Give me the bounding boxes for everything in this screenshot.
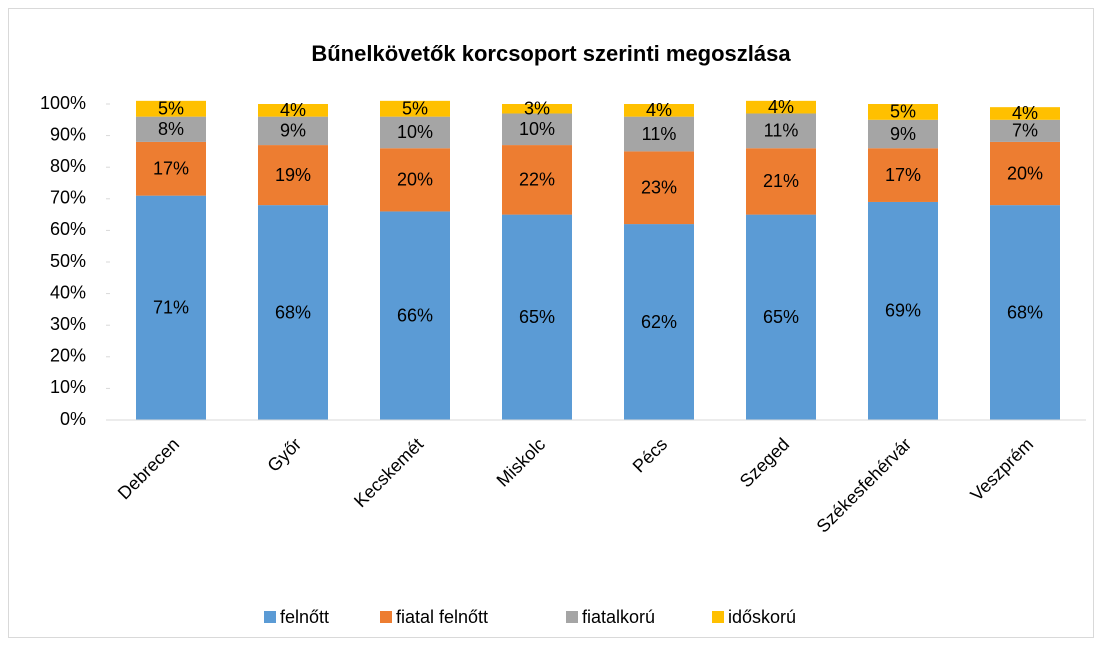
data-label: 4% [280, 100, 306, 120]
data-label: 62% [641, 312, 677, 332]
bar-segment [624, 104, 694, 117]
y-tick-label: 60% [50, 219, 86, 239]
data-label: 11% [764, 121, 799, 141]
bar-segment [380, 211, 450, 420]
bar-segment [868, 148, 938, 202]
data-label: 10% [397, 122, 433, 142]
data-label: 17% [153, 159, 189, 179]
data-label: 17% [885, 165, 921, 185]
data-label: 20% [1007, 163, 1043, 183]
data-label: 5% [890, 102, 916, 122]
data-label: 3% [524, 98, 550, 118]
data-label: 21% [763, 171, 799, 191]
legend-label: felnőtt [280, 607, 329, 627]
bar-segment [502, 145, 572, 215]
data-label: 10% [519, 119, 555, 139]
bar-segment [258, 145, 328, 206]
y-tick-label: 50% [50, 251, 86, 271]
legend-swatch [566, 611, 578, 623]
data-label: 23% [641, 177, 677, 197]
y-tick-label: 90% [50, 124, 86, 144]
legend-swatch [380, 611, 392, 623]
bar-segment [136, 141, 206, 196]
bar-segment [990, 119, 1060, 142]
data-label: 65% [763, 307, 799, 327]
data-label: 5% [158, 98, 184, 118]
bar-segment [868, 201, 938, 420]
bar-segment [746, 113, 816, 149]
bar-segment [502, 113, 572, 146]
bar-segment [990, 205, 1060, 420]
y-tick-label: 80% [50, 156, 86, 176]
bar-segment [258, 116, 328, 146]
data-label: 4% [646, 100, 672, 120]
data-label: 68% [1007, 302, 1043, 322]
bar-segment [624, 224, 694, 420]
y-tick-label: 0% [60, 409, 86, 429]
data-label: 4% [768, 97, 794, 117]
bar-segment [746, 148, 816, 215]
bar-segment [136, 116, 206, 142]
y-tick-label: 70% [50, 188, 86, 208]
data-label: 22% [519, 170, 555, 190]
bar-segment [624, 151, 694, 225]
data-label: 9% [280, 121, 306, 141]
y-tick-label: 40% [50, 282, 86, 302]
data-label: 68% [275, 302, 311, 322]
legend-swatch [264, 611, 276, 623]
legend-label: időskorú [728, 607, 796, 627]
bar-segment [746, 100, 816, 114]
bar-segment [868, 104, 938, 120]
y-tick-label: 20% [50, 346, 86, 366]
data-label: 4% [1012, 103, 1038, 123]
bar-segment [380, 148, 450, 212]
bar-segment [258, 104, 328, 117]
data-label: 20% [397, 170, 433, 190]
data-label: 8% [158, 119, 184, 139]
y-tick-label: 100% [40, 93, 86, 113]
data-label: 65% [519, 307, 555, 327]
bar-segment [258, 205, 328, 420]
legend-swatch [712, 611, 724, 623]
bar-segment [136, 195, 206, 420]
bar-segment [746, 214, 816, 420]
legend-label: fiatal felnőtt [396, 607, 488, 627]
data-label: 11% [642, 124, 677, 144]
bar-segment [136, 100, 206, 117]
data-label: 7% [1012, 121, 1038, 141]
data-label: 71% [153, 298, 189, 318]
bar-segment [990, 107, 1060, 120]
bar-segment [502, 214, 572, 420]
bar-segment [624, 116, 694, 152]
bar-segment [502, 104, 572, 114]
y-tick-label: 30% [50, 314, 86, 334]
data-label: 19% [275, 165, 311, 185]
chart-title: Bűnelkövetők korcsoport szerinti megoszl… [311, 41, 791, 66]
bar-segment [868, 119, 938, 149]
data-label: 5% [402, 98, 428, 118]
y-tick-label: 10% [50, 377, 86, 397]
bar-segment [990, 141, 1060, 206]
bar-segment [380, 100, 450, 117]
data-label: 9% [890, 124, 916, 144]
data-label: 69% [885, 301, 921, 321]
bar-segment [380, 116, 450, 149]
legend-label: fiatalkorú [582, 607, 655, 627]
data-label: 66% [397, 305, 433, 325]
